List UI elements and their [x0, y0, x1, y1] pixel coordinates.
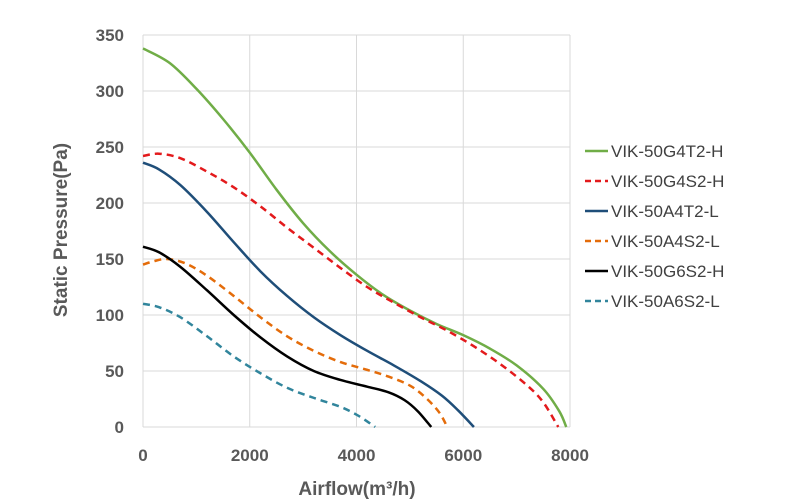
legend-label: VIK-50G4T2-H — [611, 142, 723, 161]
series-lines — [142, 47, 568, 429]
x-tick-label: 0 — [138, 446, 147, 465]
series-line-1 — [142, 47, 568, 428]
y-tick-labels: 0 50 100 150 200 250 300 350 — [96, 26, 124, 437]
legend-label: VIK-50G6S2-H — [611, 262, 724, 281]
legend: VIK-50G4T2-H VIK-50G4S2-H VIK-50A4T2-L VIK-… — [585, 142, 724, 311]
legend-item: VIK-50G6S2-H — [585, 262, 724, 281]
legend-item: VIK-50G4S2-H — [585, 172, 724, 191]
x-tick-label: 2000 — [231, 446, 269, 465]
series-line-4 — [142, 257, 449, 428]
series-line-3 — [142, 161, 475, 428]
x-tick-labels: 0 2000 4000 6000 8000 — [138, 446, 589, 465]
y-tick-label: 350 — [96, 26, 124, 45]
legend-item: VIK-50A4T2-L — [585, 202, 719, 221]
y-tick-label: 50 — [105, 362, 124, 381]
y-tick-label: 300 — [96, 82, 124, 101]
y-axis-title: Static Pressure(Pa) — [51, 143, 72, 317]
legend-item: VIK-50A6S2-L — [585, 292, 720, 311]
legend-item: VIK-50G4T2-H — [585, 142, 723, 161]
series-line-5 — [142, 245, 433, 428]
legend-label: VIK-50A6S2-L — [611, 292, 720, 311]
y-tick-label: 150 — [96, 250, 124, 269]
y-tick-label: 0 — [115, 418, 124, 437]
legend-label: VIK-50A4S2-L — [611, 232, 720, 251]
x-tick-label: 4000 — [338, 446, 376, 465]
series-line-2 — [142, 152, 560, 428]
legend-label: VIK-50G4S2-H — [611, 172, 724, 191]
y-tick-label: 200 — [96, 194, 124, 213]
x-tick-label: 8000 — [551, 446, 589, 465]
y-tick-label: 100 — [96, 306, 124, 325]
x-axis-title: Airflow(m³/h) — [298, 479, 415, 500]
grid-lines — [142, 34, 571, 428]
y-tick-label: 250 — [96, 138, 124, 157]
x-tick-label: 6000 — [444, 446, 482, 465]
legend-label: VIK-50A4T2-L — [611, 202, 719, 221]
legend-item: VIK-50A4S2-L — [585, 232, 720, 251]
series-line-6 — [142, 302, 376, 429]
